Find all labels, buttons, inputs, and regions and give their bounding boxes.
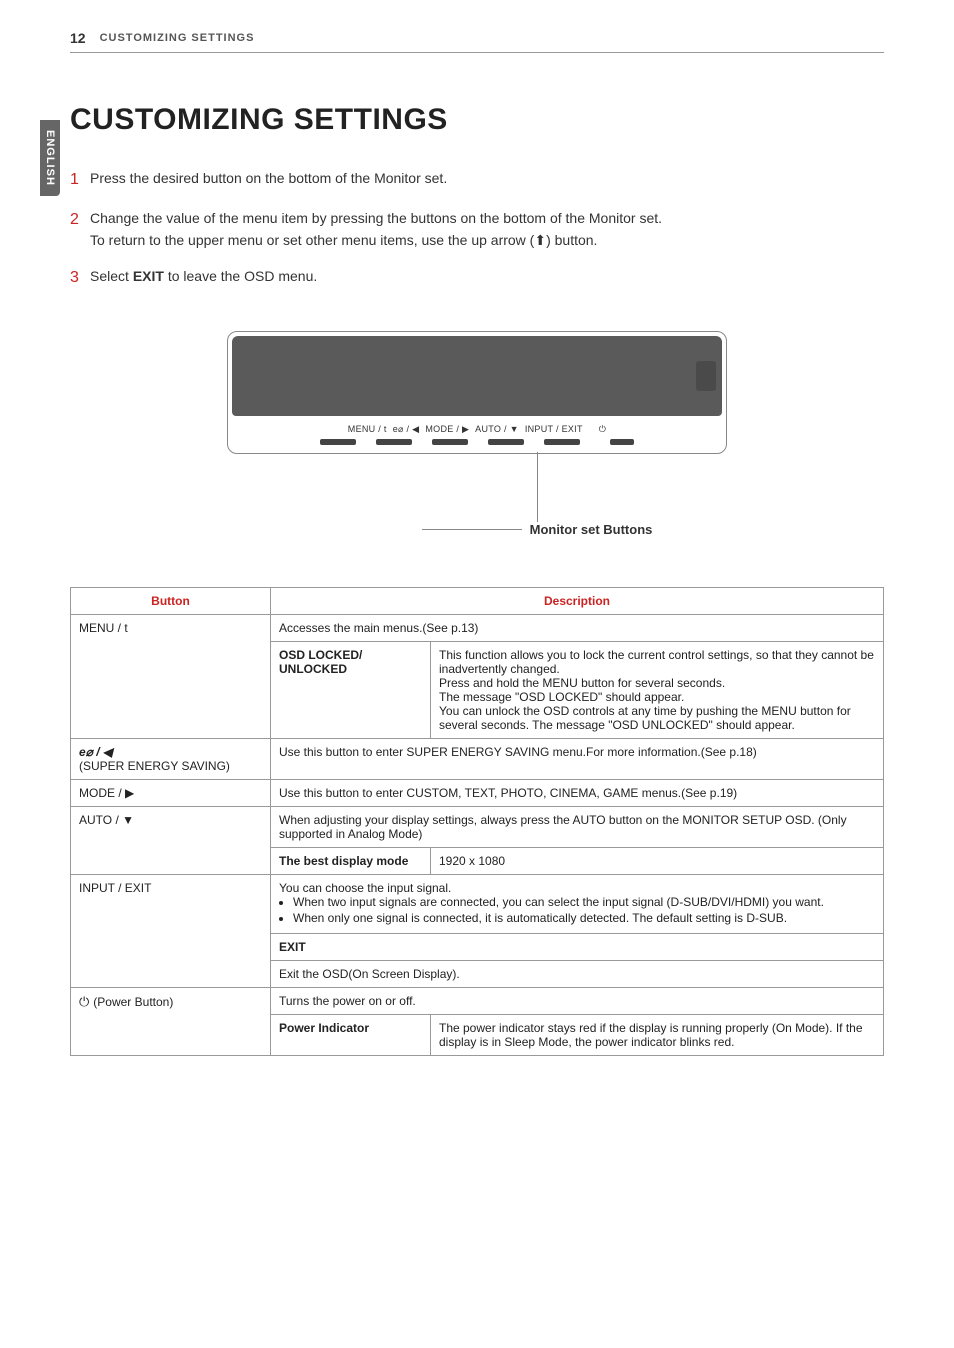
callout-line-vertical bbox=[537, 452, 538, 522]
step-2: 2 Change the value of the menu item by p… bbox=[70, 207, 884, 252]
cell-exit-label: EXIT bbox=[271, 933, 884, 960]
page-header: 12 CUSTOMIZING SETTINGS bbox=[70, 30, 884, 53]
monitor-screen bbox=[232, 336, 722, 416]
monitor-button-labels: MENU / t e⌀ / ◀ MODE / ▶ AUTO / ▼ INPUT … bbox=[232, 418, 722, 439]
th-button: Button bbox=[71, 587, 271, 614]
callout-row: Monitor set Buttons bbox=[422, 522, 653, 537]
phys-btn bbox=[376, 439, 412, 445]
cell-power-label: (Power Button) bbox=[71, 987, 271, 1055]
cell-auto-desc: When adjusting your display settings, al… bbox=[271, 806, 884, 847]
btn-label-power: ⏻ bbox=[599, 424, 606, 435]
btn-label-menu: MENU / t bbox=[348, 424, 387, 434]
ses-sub-label: (SUPER ENERGY SAVING) bbox=[79, 759, 230, 773]
th-description: Description bbox=[271, 587, 884, 614]
cell-menu-label: MENU / t bbox=[71, 614, 271, 738]
step-3: 3 Select EXIT to leave the OSD menu. bbox=[70, 265, 884, 291]
cell-best-mode-value: 1920 x 1080 bbox=[431, 847, 884, 874]
step-text: Press the desired button on the bottom o… bbox=[90, 167, 884, 193]
cell-osd-lock-desc: This function allows you to lock the cur… bbox=[431, 641, 884, 738]
phys-btn bbox=[544, 439, 580, 445]
input-bullet-list: When two input signals are connected, yo… bbox=[279, 895, 875, 925]
step-number: 1 bbox=[70, 167, 90, 193]
step-1: 1 Press the desired button on the bottom… bbox=[70, 167, 884, 193]
cell-input-desc: You can choose the input signal. When tw… bbox=[271, 874, 884, 933]
cell-ses-label: e⌀ / ◀ (SUPER ENERGY SAVING) bbox=[71, 738, 271, 779]
menu-label: MENU / t bbox=[79, 621, 128, 635]
cell-power-desc: Turns the power on or off. bbox=[271, 987, 884, 1014]
page-number: 12 bbox=[70, 30, 86, 46]
eco-icon: e⌀ / ◀ bbox=[79, 745, 112, 759]
btn-label-input: INPUT / EXIT bbox=[525, 424, 583, 434]
cell-mode-desc: Use this button to enter CUSTOM, TEXT, P… bbox=[271, 779, 884, 806]
phys-btn bbox=[488, 439, 524, 445]
input-bullet: When two input signals are connected, yo… bbox=[293, 895, 875, 909]
input-desc-intro: You can choose the input signal. bbox=[279, 881, 451, 895]
cell-power-ind-desc: The power indicator stays red if the dis… bbox=[431, 1014, 884, 1055]
monitor-outline: MENU / t e⌀ / ◀ MODE / ▶ AUTO / ▼ INPUT … bbox=[227, 331, 727, 454]
step-text: Change the value of the menu item by pre… bbox=[90, 207, 884, 252]
input-bullet: When only one signal is connected, it is… bbox=[293, 911, 875, 925]
step-text-post: to leave the OSD menu. bbox=[164, 268, 317, 284]
header-title: CUSTOMIZING SETTINGS bbox=[100, 32, 255, 44]
bezel-notch bbox=[696, 361, 716, 391]
cell-best-mode-label: The best display mode bbox=[271, 847, 431, 874]
power-icon bbox=[79, 995, 93, 1009]
cell-exit-desc: Exit the OSD(On Screen Display). bbox=[271, 960, 884, 987]
page-title: CUSTOMIZING SETTINGS bbox=[70, 103, 884, 137]
monitor-figure: MENU / t e⌀ / ◀ MODE / ▶ AUTO / ▼ INPUT … bbox=[70, 331, 884, 537]
language-tab: ENGLISH bbox=[40, 120, 60, 196]
cell-auto-label: AUTO / ▼ bbox=[71, 806, 271, 874]
phys-btn bbox=[610, 439, 634, 445]
step-number: 3 bbox=[70, 265, 90, 291]
cell-osd-lock-label: OSD LOCKED/ UNLOCKED bbox=[271, 641, 431, 738]
step-text-bold: EXIT bbox=[133, 268, 164, 284]
cell-input-label: INPUT / EXIT bbox=[71, 874, 271, 987]
btn-label-auto: AUTO / ▼ bbox=[475, 424, 519, 434]
cell-ses-desc: Use this button to enter SUPER ENERGY SA… bbox=[271, 738, 884, 779]
btn-label-mode: MODE / ▶ bbox=[425, 424, 469, 435]
step-text: Select EXIT to leave the OSD menu. bbox=[90, 265, 884, 291]
step-list: 1 Press the desired button on the bottom… bbox=[70, 167, 884, 291]
callout-line-horizontal bbox=[422, 529, 522, 530]
step-text-pre: Select bbox=[90, 268, 133, 284]
cell-menu-desc: Accesses the main menus.(See p.13) bbox=[271, 614, 884, 641]
phys-btn bbox=[432, 439, 468, 445]
btn-label-eco: e⌀ / ◀ bbox=[393, 424, 420, 435]
cell-power-ind-label: Power Indicator bbox=[271, 1014, 431, 1055]
power-label-text: (Power Button) bbox=[93, 995, 173, 1009]
physical-buttons bbox=[232, 439, 722, 449]
cell-mode-label: MODE / ▶ bbox=[71, 779, 271, 806]
figure-caption: Monitor set Buttons bbox=[530, 522, 653, 537]
step-number: 2 bbox=[70, 207, 90, 252]
phys-btn bbox=[320, 439, 356, 445]
description-table: Button Description MENU / t Accesses the… bbox=[70, 587, 884, 1056]
